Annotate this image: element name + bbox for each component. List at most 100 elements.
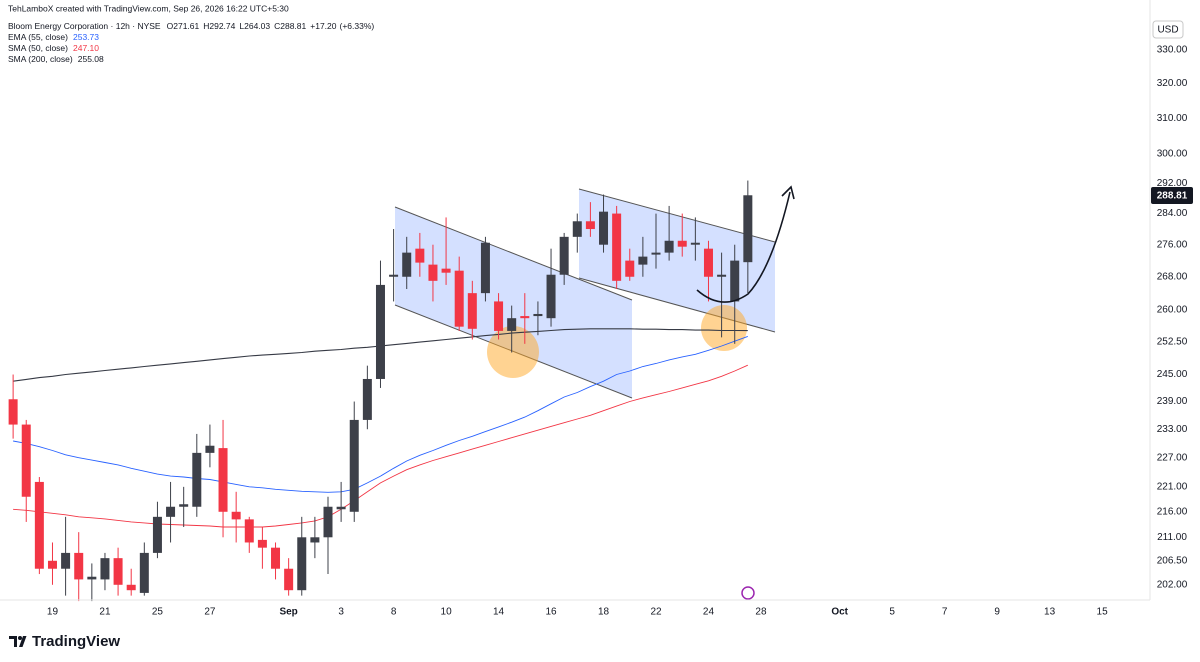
ma-line (13, 364, 748, 528)
brand: TradingView (9, 633, 120, 650)
ohlc-key: C (274, 21, 280, 31)
candle-body (139, 552, 149, 593)
candle-body (494, 301, 504, 331)
candle-body (113, 558, 123, 585)
x-tick-label: 8 (391, 607, 397, 618)
candle-body (152, 516, 162, 553)
candle-body (520, 316, 530, 319)
brand-logo (18, 636, 22, 640)
y-tick-label: 330.00 (1157, 45, 1188, 56)
candle-body (546, 274, 556, 319)
quote-legend: Bloom Energy Corporation · 12h · NYSE O27… (8, 21, 374, 31)
indicator-value: 253.73 (73, 32, 99, 42)
candle-body (74, 552, 84, 580)
y-tick-label: 276.00 (1157, 239, 1188, 250)
x-tick-label: Oct (831, 607, 848, 618)
channel-area (395, 207, 632, 398)
y-tick-label: 268.00 (1157, 271, 1188, 282)
y-tick-label: 310.00 (1157, 113, 1188, 124)
y-tick-label: 211.00 (1157, 532, 1187, 543)
x-tick-label: 25 (152, 607, 164, 618)
candle-body (8, 399, 18, 425)
candle-body (402, 252, 412, 277)
highlight-circle (487, 326, 539, 378)
y-tick-label: 292.00 (1157, 178, 1188, 189)
y-tick-label: 202.00 (1157, 579, 1188, 590)
candle-body (100, 558, 110, 580)
candle-body (454, 270, 464, 327)
candle-body (47, 560, 57, 569)
candle-body (126, 584, 136, 591)
candle-body (297, 537, 307, 591)
ohlc-key: H (203, 21, 209, 31)
x-tick-label: 15 (1097, 607, 1109, 618)
candle-body (612, 213, 622, 281)
indicator-legend: SMA (50, close) 247.10 (8, 43, 99, 53)
indicator-value: 247.10 (73, 43, 99, 53)
y-tick-label: 227.00 (1157, 452, 1188, 463)
price-box (1151, 187, 1193, 204)
brand-name: TradingView (32, 633, 120, 650)
candle-body (599, 211, 609, 245)
x-tick-label: 18 (598, 607, 610, 618)
y-tick-label: 216.00 (1157, 506, 1188, 517)
candle-body (677, 240, 687, 247)
ma-line (13, 335, 748, 493)
credit: TehLamboX created with TradingView.com, … (8, 3, 289, 13)
candles (8, 180, 753, 602)
candle-body (310, 537, 320, 543)
candle-body (585, 221, 595, 230)
channel-line (394, 206, 633, 301)
x-tick-label: 19 (47, 607, 59, 618)
channel-line (578, 188, 776, 243)
close: 288.81 (280, 21, 306, 31)
candle-body (480, 242, 490, 294)
arrow (696, 185, 795, 303)
currency-box (1152, 20, 1184, 39)
candle-body (362, 378, 372, 420)
y-tick-label: 245.00 (1157, 369, 1188, 380)
candle-body (428, 264, 438, 281)
arrow-path (696, 191, 791, 303)
x-tick-label: 21 (99, 607, 111, 618)
candle-body (244, 519, 254, 543)
y-tick-label: 260.00 (1157, 304, 1188, 315)
candle-body (651, 252, 661, 255)
candle-body (533, 313, 543, 317)
y-axis: 330.00 320.00 310.00 300.00 292.00 284.00 276.… (1157, 45, 1188, 591)
y-tick-label: 300.00 (1157, 148, 1188, 159)
currency: USD (1157, 25, 1178, 36)
x-tick-label: 10 (441, 607, 453, 618)
candle-body (257, 539, 267, 548)
candle-body (441, 268, 451, 273)
x-axis: 19 21 25 27 Sep 3 8 10 14 16 18 22 24 28 Oct 5 7 9 13 15 (47, 607, 1108, 618)
candle-body (415, 248, 425, 263)
x-tick-label: 28 (755, 607, 767, 618)
indicator-value: 255.08 (78, 54, 104, 64)
x-tick-label: 5 (889, 607, 895, 618)
x-tick-label: 16 (545, 607, 557, 618)
y-tick-label: 284.00 (1157, 208, 1188, 219)
y-tick-label: 206.50 (1157, 555, 1188, 566)
x-tick-label: 9 (994, 607, 1000, 618)
low: 264.03 (244, 21, 270, 31)
candle-body (271, 547, 281, 569)
event-icon (741, 586, 755, 600)
x-tick-label: 7 (942, 607, 948, 618)
candle-body (717, 274, 727, 277)
x-tick-label: 14 (493, 607, 505, 618)
annotations (394, 188, 776, 399)
x-tick-label: 22 (650, 607, 662, 618)
channel-area (579, 189, 775, 332)
candle-body (192, 452, 202, 507)
x-tick-label: 24 (703, 607, 715, 618)
ohlc-key: L (239, 21, 244, 31)
y-tick-label: 239.00 (1157, 396, 1188, 407)
ohlc-key: O (167, 21, 174, 31)
candle-body (559, 236, 569, 275)
candle-body (664, 240, 674, 253)
candle-body (166, 506, 176, 517)
brand-logo (9, 636, 27, 647)
